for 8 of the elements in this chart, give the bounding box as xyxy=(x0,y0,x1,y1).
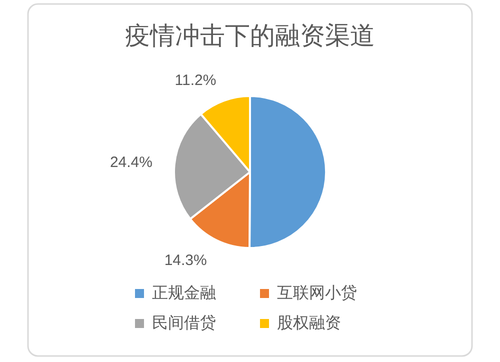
data-label: 14.3% xyxy=(164,252,207,270)
chart-title: 疫情冲击下的融资渠道 xyxy=(125,22,375,50)
data-label: 11.2% xyxy=(174,72,216,90)
legend-label: 股权融资 xyxy=(277,314,341,332)
legend-label: 民间借贷 xyxy=(152,314,216,332)
legend-label: 互联网小贷 xyxy=(277,284,357,302)
data-label: 24.4% xyxy=(110,154,152,172)
legend-label: 正规金融 xyxy=(152,284,216,302)
